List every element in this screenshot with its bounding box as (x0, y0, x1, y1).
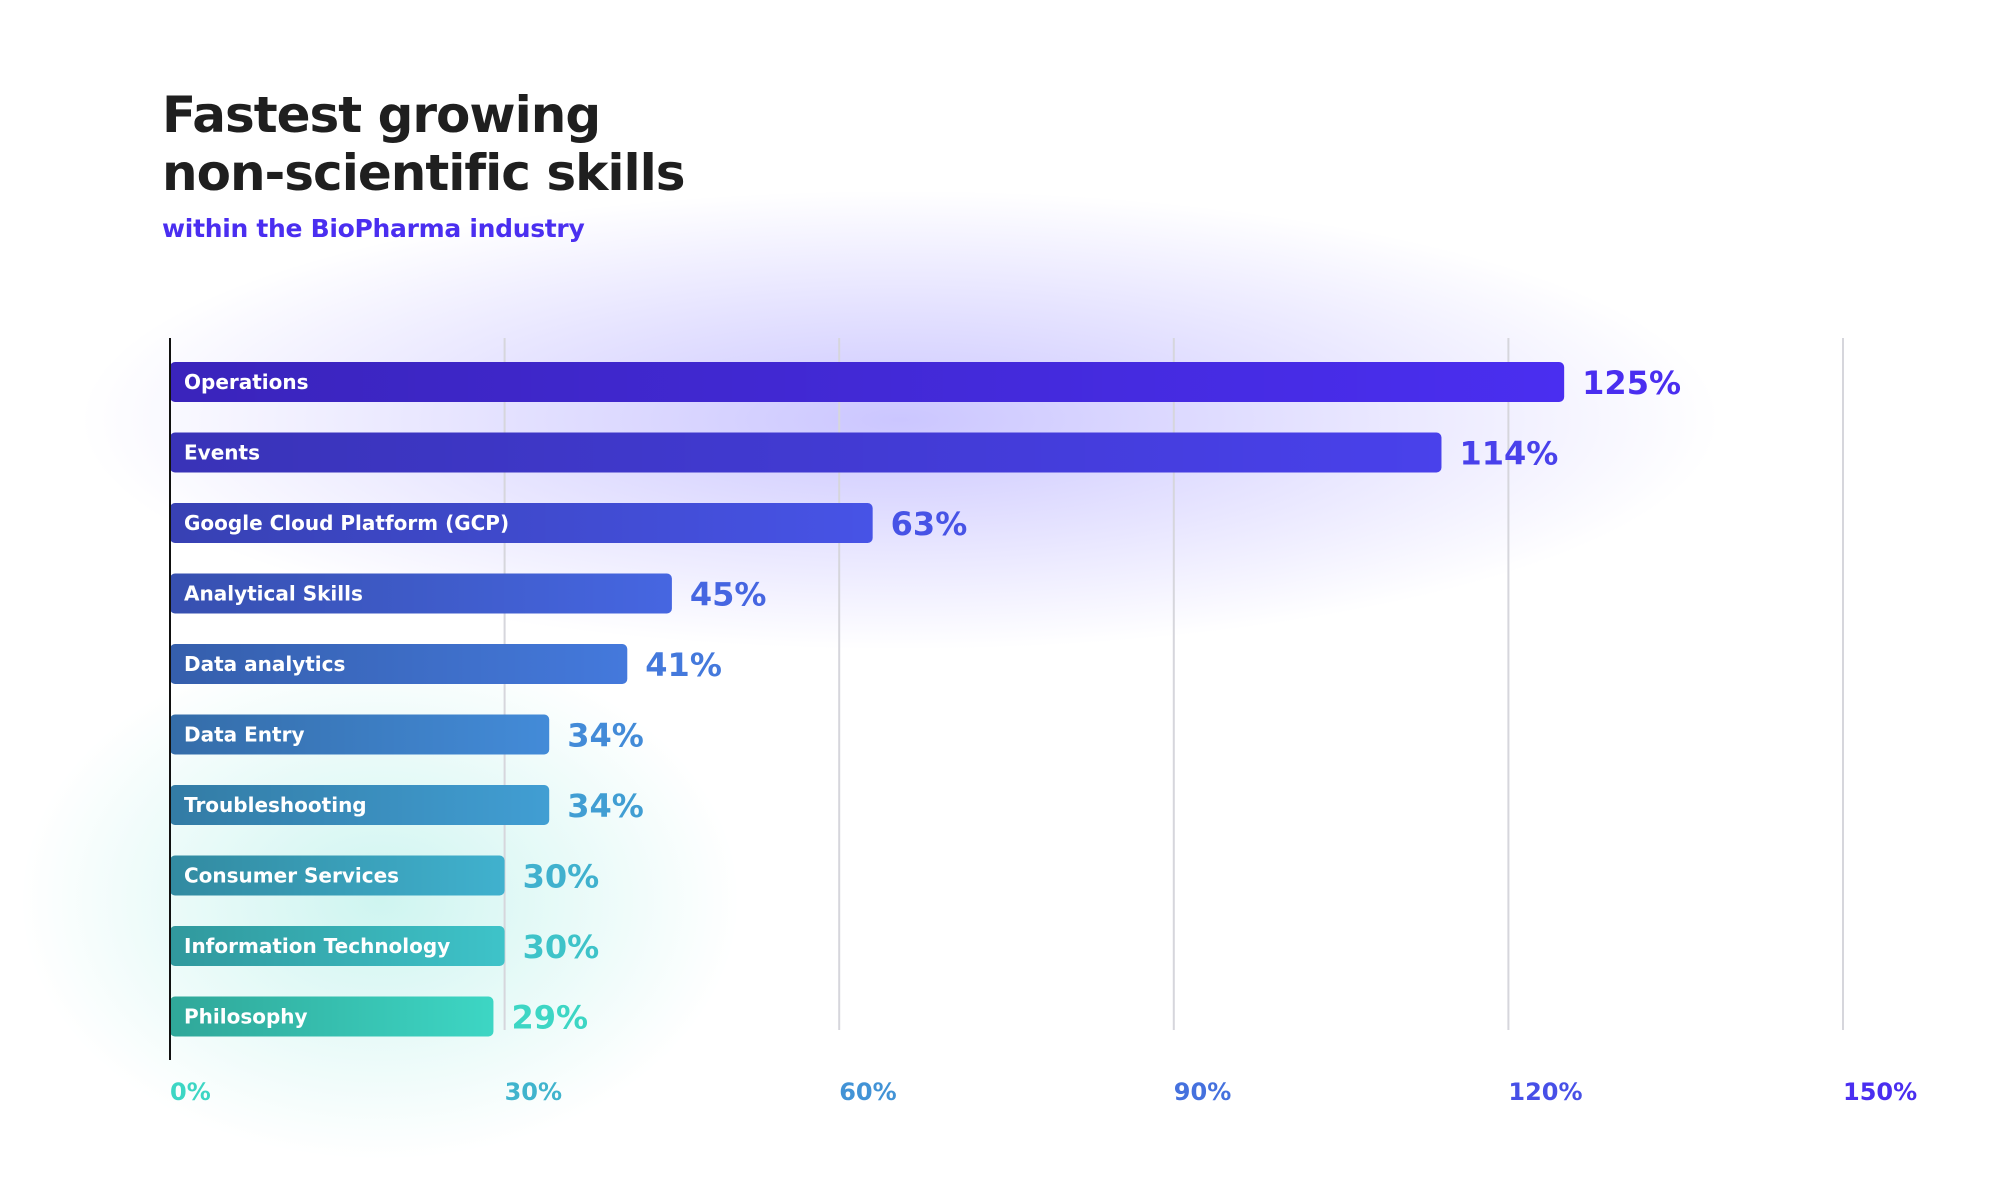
bars: Operations 125% Events 114% Google Cloud Pla… (170, 362, 1681, 1037)
chart-title: Fastest growing non-scientific skills (162, 86, 686, 202)
x-tick-label: 30% (505, 1078, 562, 1106)
bar-category-label: Analytical Skills (184, 582, 363, 606)
bar-shade (170, 503, 873, 543)
bar-shade (170, 996, 494, 1037)
x-tick-label: 90% (1174, 1078, 1231, 1106)
x-tick-label: 60% (839, 1078, 896, 1106)
bar-category-label: Information Technology (184, 934, 450, 958)
bar-category-label: Philosophy (184, 1005, 308, 1029)
bar-shade (170, 714, 550, 755)
bar-value-label: 34% (567, 717, 644, 755)
x-tick-labels: 0% 30% 60% 90% 120% 150% (170, 1078, 1917, 1106)
bar-value-label: 125% (1582, 364, 1681, 402)
bar-shade (170, 926, 505, 966)
bar-value-label: 41% (645, 646, 722, 684)
bar-value-label: 63% (891, 505, 968, 543)
bar-row: Events 114% (170, 432, 1558, 473)
bar-row: Google Cloud Platform (GCP) 63% (170, 503, 967, 543)
x-tick-label: 0% (170, 1078, 211, 1106)
bar-row: Analytical Skills 45% (170, 573, 767, 614)
bar-shade (170, 362, 1565, 402)
bar-row: Troubleshooting 34% (170, 785, 644, 825)
x-tick-label: 120% (1508, 1078, 1582, 1106)
bar-value-label: 30% (523, 928, 600, 966)
bar-row: Philosophy 29% (170, 996, 588, 1037)
bar-value-label: 30% (523, 858, 600, 896)
bar-row: Data analytics 41% (170, 644, 722, 684)
bar-shade (170, 573, 672, 614)
bar-category-label: Operations (184, 370, 309, 394)
chart-title-line-1: Fastest growing (162, 86, 601, 144)
bar-category-label: Events (184, 441, 260, 465)
bar-category-label: Data analytics (184, 652, 345, 676)
bar-row: Consumer Services 30% (170, 855, 600, 896)
bar-shade (170, 785, 550, 825)
bar-value-label: 114% (1459, 435, 1558, 473)
x-tick-label: 150% (1843, 1078, 1917, 1106)
bar-row: Data Entry 34% (170, 714, 644, 755)
bar-value-label: 34% (567, 787, 644, 825)
bar-shade (170, 432, 1442, 473)
bar-category-label: Data Entry (184, 723, 304, 747)
bar-row: Operations 125% (170, 362, 1681, 402)
bar-row: Information Technology 30% (170, 926, 599, 966)
bar-value-label: 29% (511, 999, 588, 1037)
bar-category-label: Troubleshooting (184, 793, 367, 817)
bar-category-label: Consumer Services (184, 864, 399, 888)
chart-title-line-2: non-scientific skills (162, 144, 686, 202)
bar-category-label: Google Cloud Platform (GCP) (184, 511, 509, 535)
bar-shade (170, 855, 505, 896)
bar-shade (170, 644, 628, 684)
bar-value-label: 45% (690, 576, 767, 614)
